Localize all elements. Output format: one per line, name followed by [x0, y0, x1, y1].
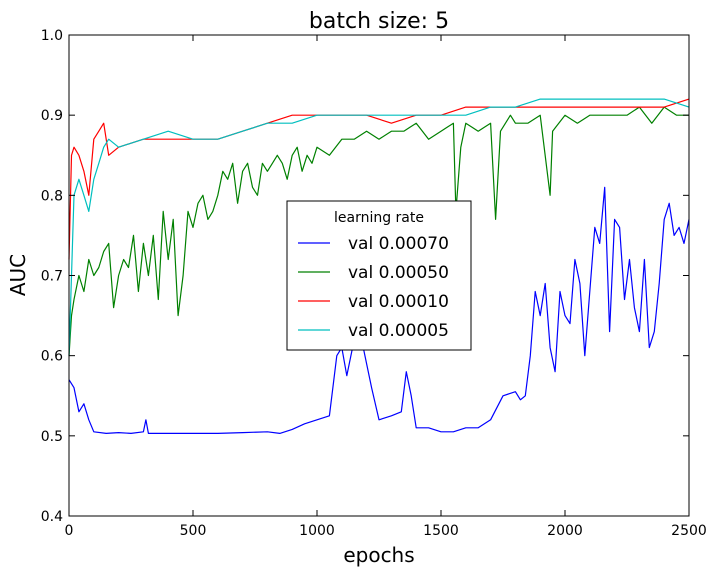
legend-entries: val 0.00070 val 0.00050 val 0.00010 val 0.0…: [298, 234, 449, 341]
legend-title: learning rate: [334, 210, 424, 226]
y-axis-label: AUC: [6, 254, 30, 296]
series-line: [68, 106, 689, 356]
y-tick-label: 0.4: [41, 509, 63, 525]
plot-frame: [68, 34, 690, 517]
y-tick-label: 0.8: [41, 188, 63, 204]
series-line: [68, 98, 690, 260]
legend-label: val 0.00010: [348, 292, 449, 312]
series-line: [68, 186, 690, 434]
x-tick-label: 1500: [423, 523, 459, 539]
legend-label: val 0.00070: [348, 234, 449, 254]
ticks-layer: 0 500 1000 1500 2000 2500 0.4 0.5 0.6 0.7 0.8 0.9 1.…: [41, 28, 707, 539]
legend-box: [286, 200, 472, 351]
x-tick-label: 1000: [299, 523, 335, 539]
y-tick-label: 1.0: [41, 28, 63, 44]
series-line: [68, 98, 690, 356]
legend-label: val 0.00005: [348, 321, 449, 341]
series-layer: [68, 98, 690, 434]
y-tick-label: 0.5: [41, 429, 63, 445]
x-tick-label: 500: [180, 523, 207, 539]
y-tick-label: 0.7: [41, 269, 63, 285]
x-tick-label: 2000: [547, 523, 583, 539]
x-tick-label: 0: [65, 523, 74, 539]
chart-title: batch size: 5: [309, 9, 449, 34]
legend-label: val 0.00050: [348, 263, 449, 283]
y-tick-label: 0.6: [41, 349, 63, 365]
x-axis-label: epochs: [343, 543, 414, 567]
y-tick-label: 0.9: [41, 108, 63, 124]
x-tick-label: 2500: [671, 523, 707, 539]
